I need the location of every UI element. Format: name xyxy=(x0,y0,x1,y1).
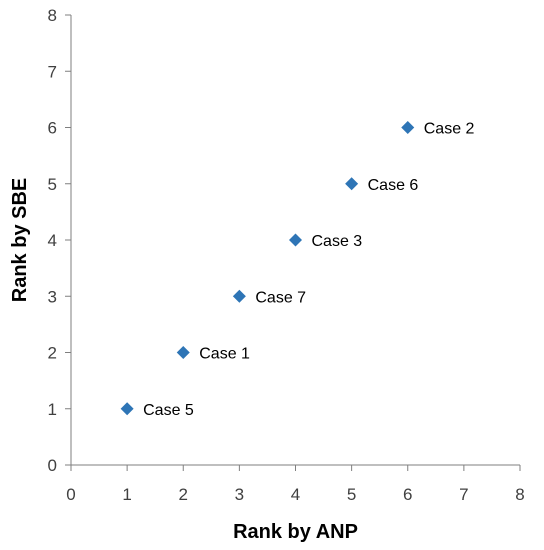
x-axis-title: Rank by ANP xyxy=(233,521,358,543)
data-point-marker xyxy=(232,289,246,303)
x-tick-label: 8 xyxy=(515,485,524,504)
data-point-label: Case 6 xyxy=(368,177,419,194)
x-tick-label: 3 xyxy=(235,485,244,504)
y-tick-label: 1 xyxy=(48,400,57,419)
data-point-marker xyxy=(401,121,415,134)
x-tick-label: 0 xyxy=(66,485,75,504)
x-tick-labels: 0 1 2 3 4 5 6 7 8 xyxy=(66,485,524,504)
y-tick-labels: 0 1 2 3 4 5 6 7 8 xyxy=(48,6,57,475)
data-point-label: Case 3 xyxy=(312,233,363,250)
data-point-label: Case 2 xyxy=(424,121,475,138)
x-tick-label: 7 xyxy=(459,485,468,504)
data-points: Case 5 Case 1 Case 7 Case 3 Case 6 Case 2 xyxy=(120,121,475,419)
x-tick-label: 6 xyxy=(403,485,412,504)
x-tick-label: 1 xyxy=(122,485,131,504)
y-tick-label: 7 xyxy=(48,62,57,81)
data-point-label: Case 5 xyxy=(143,402,194,419)
x-tick-label: 4 xyxy=(291,485,300,504)
y-tick-label: 6 xyxy=(48,119,57,138)
axes xyxy=(65,14,521,471)
data-point-marker xyxy=(176,346,190,359)
y-axis-title: Rank by SBE xyxy=(9,178,31,302)
y-tick-label: 8 xyxy=(48,6,57,25)
x-tick-label: 5 xyxy=(347,485,356,504)
y-tick-label: 3 xyxy=(48,287,57,306)
y-tick-label: 4 xyxy=(48,231,57,250)
x-tick-label: 2 xyxy=(179,485,188,504)
data-point-marker xyxy=(345,177,359,191)
y-tick-label: 0 xyxy=(48,456,57,475)
data-point-label: Case 1 xyxy=(199,346,250,363)
data-point-label: Case 7 xyxy=(255,289,306,306)
y-tick-label: 2 xyxy=(48,344,57,363)
data-point-marker xyxy=(289,233,302,247)
data-point-marker xyxy=(120,402,134,416)
y-tick-label: 5 xyxy=(48,175,57,194)
